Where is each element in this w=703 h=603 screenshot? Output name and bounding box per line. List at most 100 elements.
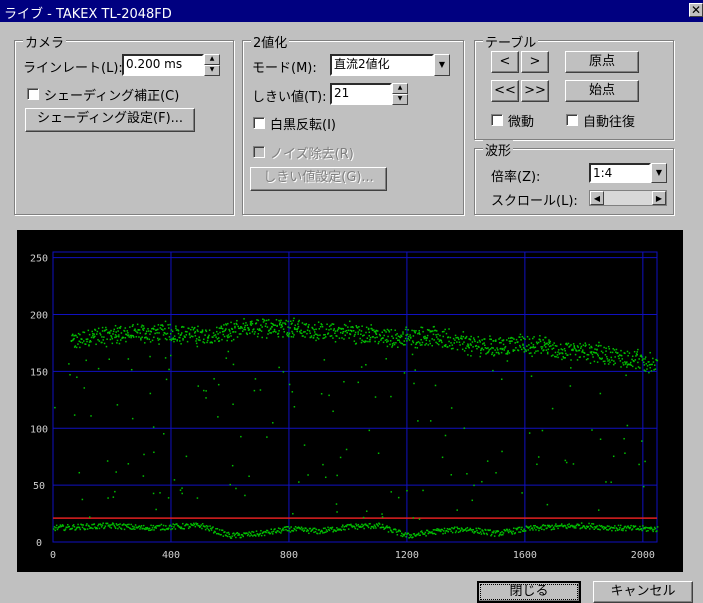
signal-point — [531, 346, 533, 349]
baseline-point — [653, 528, 655, 531]
signal-point — [359, 337, 361, 340]
signal-point — [465, 337, 467, 339]
signal-point — [279, 321, 282, 324]
baseline-point — [83, 527, 85, 530]
baseline-point — [617, 524, 620, 527]
threshold-spinner[interactable]: ▲ ▼ — [392, 83, 408, 105]
scatter-point — [266, 436, 268, 438]
baseline-point — [75, 527, 78, 529]
jog-checkbox[interactable] — [491, 114, 503, 126]
shading-correction-checkbox[interactable] — [27, 88, 39, 100]
baseline-point — [230, 537, 233, 539]
zoom-select[interactable]: 1:4 — [589, 163, 651, 183]
close-icon[interactable]: ✕ — [689, 3, 703, 17]
baseline-point — [386, 525, 388, 527]
signal-point — [368, 335, 371, 337]
signal-point — [481, 347, 483, 349]
baseline-point — [67, 523, 69, 526]
baseline-point — [331, 526, 334, 529]
signal-point — [307, 326, 310, 329]
spin-up-icon[interactable]: ▲ — [204, 54, 220, 65]
signal-point — [173, 335, 176, 337]
line-rate-input[interactable]: 0.200 ms — [122, 54, 204, 76]
signal-point — [481, 339, 483, 341]
cancel-button[interactable]: キャンセル — [593, 581, 693, 603]
signal-point — [145, 330, 148, 333]
signal-point — [557, 349, 560, 351]
signal-point — [125, 333, 128, 336]
mode-select[interactable]: 直流2値化 — [330, 54, 434, 76]
spin-down-icon[interactable]: ▼ — [204, 65, 220, 76]
scatter-point — [149, 355, 151, 358]
baseline-point — [113, 524, 115, 527]
signal-point — [194, 335, 197, 337]
table-fast-right-button[interactable]: >> — [521, 80, 549, 102]
scroll-right-icon[interactable]: ▶ — [652, 191, 666, 205]
baseline-point — [165, 525, 167, 527]
start-point-button[interactable]: 始点 — [565, 80, 639, 102]
baseline-point — [609, 527, 612, 529]
baseline-point — [162, 528, 164, 530]
signal-point — [519, 333, 522, 336]
baseline-point — [603, 526, 606, 528]
baseline-point — [181, 527, 183, 530]
baseline-point — [431, 531, 433, 533]
baseline-point — [499, 533, 501, 536]
signal-point — [482, 348, 485, 351]
threshold-input[interactable]: 21 — [330, 83, 392, 105]
baseline-point — [619, 526, 621, 529]
signal-point — [254, 331, 256, 333]
table-right-button[interactable]: > — [521, 51, 549, 73]
line-rate-spinner[interactable]: ▲ ▼ — [204, 54, 220, 76]
y-tick-label: 200 — [30, 311, 48, 322]
signal-point — [310, 336, 312, 339]
signal-point — [140, 337, 142, 340]
signal-point — [97, 327, 100, 330]
zoom-dropdown-icon[interactable]: ▼ — [651, 163, 667, 183]
baseline-point — [75, 528, 77, 531]
signal-point — [197, 339, 200, 341]
signal-point — [548, 345, 551, 348]
signal-point — [480, 349, 482, 352]
signal-point — [592, 356, 594, 358]
signal-point — [612, 347, 614, 350]
waveform-scrollbar[interactable]: ◀ ▶ — [589, 190, 667, 206]
signal-point — [122, 336, 125, 339]
scatter-point — [418, 518, 421, 520]
signal-point — [81, 338, 83, 340]
signal-point — [372, 336, 374, 338]
threshold-settings-button[interactable]: しきい値設定(G)... — [250, 167, 387, 191]
signal-point — [88, 344, 90, 346]
signal-point — [171, 338, 173, 340]
scatter-point — [164, 357, 167, 359]
signal-point — [79, 346, 81, 349]
invert-checkbox[interactable] — [253, 117, 265, 129]
signal-point — [642, 358, 644, 360]
scatter-point — [450, 474, 453, 476]
shading-settings-button[interactable]: シェーディング設定(F)... — [25, 108, 195, 132]
baseline-point — [280, 532, 282, 534]
spin-down-icon[interactable]: ▼ — [392, 94, 408, 105]
mode-dropdown-icon[interactable]: ▼ — [434, 54, 450, 76]
signal-point — [277, 335, 280, 338]
noise-removal-checkbox[interactable] — [253, 146, 265, 158]
signal-point — [298, 319, 300, 322]
baseline-point — [238, 532, 240, 535]
close-button[interactable]: 閉じる — [477, 581, 581, 603]
baseline-point — [260, 534, 263, 537]
baseline-point — [592, 523, 595, 525]
y-tick-label: 250 — [30, 254, 48, 265]
signal-point — [491, 353, 493, 356]
auto-reciprocate-checkbox[interactable] — [566, 114, 578, 126]
table-left-button[interactable]: < — [491, 51, 519, 73]
signal-point — [461, 348, 464, 351]
scatter-point — [530, 375, 533, 377]
scroll-left-icon[interactable]: ◀ — [590, 191, 604, 205]
signal-point — [150, 331, 153, 333]
signal-point — [235, 322, 237, 325]
origin-button[interactable]: 原点 — [565, 51, 639, 73]
signal-point — [497, 351, 500, 354]
signal-point — [428, 329, 430, 332]
spin-up-icon[interactable]: ▲ — [392, 83, 408, 94]
table-fast-left-button[interactable]: << — [491, 80, 519, 102]
